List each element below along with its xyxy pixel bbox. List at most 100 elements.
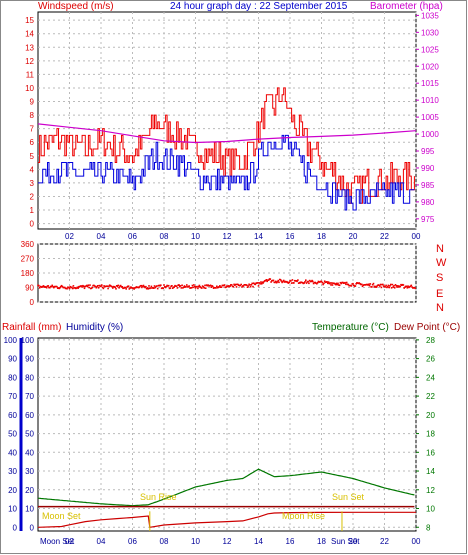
direction-point — [247, 285, 250, 287]
direction-point — [354, 285, 357, 287]
direction-point — [333, 282, 335, 285]
direction-point — [175, 285, 178, 287]
direction-point — [67, 286, 70, 289]
rain-tick-label: 90 — [8, 355, 17, 364]
compass-label: S — [436, 272, 443, 284]
direction-point — [286, 281, 289, 284]
humidity-tick-label: 30 — [25, 467, 34, 476]
direction-point — [178, 284, 180, 286]
direction-point — [402, 284, 405, 286]
direction-point — [232, 285, 235, 288]
p1-left-tick-label: 13 — [25, 43, 34, 52]
humidity-tick-label: 10 — [25, 505, 34, 514]
direction-point — [138, 286, 141, 288]
direction-point — [265, 279, 268, 281]
direction-point — [262, 282, 264, 284]
direction-point — [318, 281, 320, 283]
p3-x-tick-label: 08 — [160, 537, 169, 546]
p1-left-tick-label: 9 — [30, 98, 35, 107]
direction-point — [89, 284, 91, 286]
p1-left-tick-label: 2 — [30, 192, 35, 201]
direction-point — [386, 285, 389, 288]
direction-point — [412, 287, 415, 289]
direction-point — [82, 284, 84, 287]
direction-point — [182, 286, 185, 288]
p3-x-tick-label: 10 — [191, 537, 200, 546]
direction-point — [320, 280, 323, 283]
direction-point — [249, 285, 252, 288]
direction-point — [245, 284, 248, 286]
direction-point — [381, 283, 383, 286]
temp-tick-label: 28 — [426, 336, 435, 345]
rain-tick-label: 80 — [8, 373, 17, 382]
direction-point — [348, 284, 350, 287]
p1-right-tick-label: 1010 — [421, 96, 439, 105]
direction-point — [116, 285, 119, 288]
temp-tick-label: 22 — [426, 392, 435, 401]
direction-point — [392, 286, 394, 288]
direction-point — [108, 285, 110, 287]
direction-point — [125, 288, 127, 290]
direction-point — [338, 284, 341, 287]
direction-point — [91, 286, 94, 289]
sunset-label: Sun Set — [332, 492, 365, 502]
p1-right-tick-label: 985 — [421, 181, 435, 190]
direction-point — [407, 285, 409, 287]
direction-point — [370, 286, 372, 288]
direction-point — [41, 286, 43, 288]
temp-tick-label: 8 — [426, 523, 431, 532]
compass-label: E — [436, 288, 443, 300]
temp-tick-label: 24 — [426, 373, 435, 382]
direction-point — [102, 287, 105, 290]
p1-right-tick-label: 1035 — [421, 11, 439, 20]
humidity-tick-label: 40 — [25, 448, 34, 457]
direction-point — [173, 286, 175, 288]
direction-point — [133, 288, 135, 290]
p3-x-tick-label: 04 — [97, 537, 106, 546]
direction-point — [219, 285, 221, 287]
direction-point — [364, 284, 367, 286]
direction-point — [288, 281, 290, 284]
p1-x-tick-label: 20 — [349, 232, 358, 241]
direction-point — [107, 287, 109, 290]
direction-point — [127, 285, 130, 287]
direction-point — [78, 285, 80, 288]
direction-point — [340, 282, 342, 285]
direction-point — [207, 284, 209, 286]
direction-point — [311, 279, 313, 282]
direction-point — [384, 286, 387, 288]
direction-point — [394, 284, 397, 286]
direction-point — [197, 287, 199, 290]
direction-point — [327, 282, 329, 285]
direction-point — [80, 285, 83, 287]
p1-x-tick-label: 10 — [191, 232, 200, 241]
humidity-tick-label: 100 — [21, 336, 35, 345]
temperature-label: Temperature (°C) — [312, 322, 389, 333]
p1-left-tick-label: 3 — [30, 179, 35, 188]
humidity-label: Humidity (%) — [66, 322, 123, 333]
direction-point — [290, 280, 292, 282]
direction-point — [229, 285, 231, 287]
windspeed-axis-label: Windspeed (m/s) — [38, 1, 114, 12]
moonset-label: Moon Set — [42, 511, 81, 521]
direction-point — [82, 285, 85, 288]
direction-point — [193, 285, 196, 288]
direction-point — [223, 284, 226, 286]
direction-point — [291, 279, 294, 281]
p3-x-tick-label: 22 — [380, 537, 389, 546]
direction-point — [259, 283, 261, 285]
direction-point — [186, 284, 188, 286]
direction-point — [220, 286, 223, 288]
direction-point — [401, 283, 404, 286]
direction-point — [411, 286, 413, 288]
p1-left-tick-label: 14 — [25, 30, 34, 39]
direction-point — [165, 285, 168, 288]
direction-point — [281, 281, 283, 284]
rain-tick-label: 0 — [13, 523, 18, 532]
humidity-tick-label: 90 — [25, 355, 34, 364]
temp-tick-label: 20 — [426, 411, 435, 420]
direction-point — [329, 282, 331, 284]
temp-tick-label: 12 — [426, 486, 435, 495]
